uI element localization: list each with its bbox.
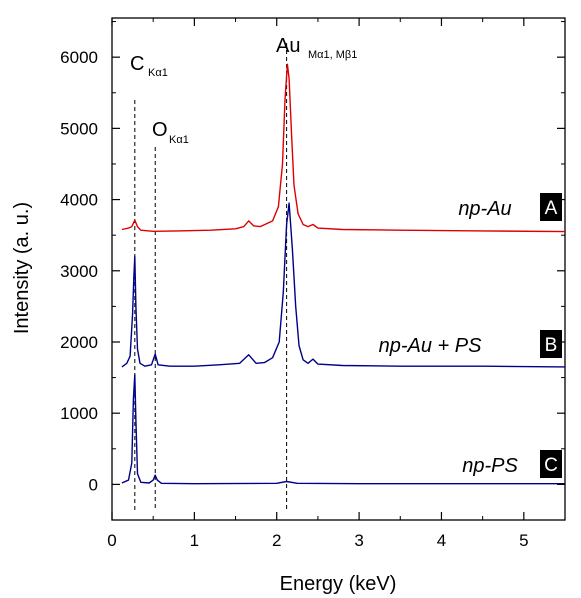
x-tick-label: 4	[437, 531, 446, 550]
x-axis-title: Energy (keV)	[280, 573, 397, 595]
y-tick-label: 5000	[60, 119, 98, 138]
annotation-o-main: O	[152, 119, 168, 141]
tick-labels: 0 1 2 3 4 5 0 1000 2000 3000 4000 5000 6000	[60, 48, 528, 550]
y-tick-label: 4000	[60, 191, 98, 210]
plot-frame	[111, 17, 566, 521]
x-tick-label: 3	[354, 531, 363, 550]
annotation-au-sub: Mα1, Mβ1	[308, 49, 357, 61]
plot-border	[111, 17, 566, 521]
series-labels: np-Au Anp-Au + PS Bnp-PS C	[379, 193, 562, 478]
series-badge-b	[540, 330, 562, 358]
annotation-o-sub: Kα1	[169, 134, 189, 146]
x-tick-label: 5	[519, 531, 528, 550]
y-tick-label: 2000	[60, 333, 98, 352]
y-tick-label: 0	[89, 475, 98, 494]
series-line-c	[121, 374, 565, 485]
series-badge-c	[540, 450, 562, 478]
annotation-c-sub: Kα1	[148, 67, 168, 79]
series-label-a: np-Au	[458, 198, 511, 220]
series-badge-text-a: A	[545, 198, 558, 219]
y-tick-label: 3000	[60, 262, 98, 281]
series-badge-text-b: B	[545, 335, 558, 356]
annotation-c-main: C	[130, 53, 144, 75]
series-line-a	[121, 63, 566, 233]
series-lines	[121, 63, 566, 485]
reference-lines	[134, 43, 288, 512]
series-badge-text-c: C	[544, 455, 558, 476]
y-tick-label: 6000	[60, 48, 98, 67]
x-tick-label: 2	[272, 531, 281, 550]
series-label-b: np-Au + PS	[379, 335, 483, 357]
x-tick-label: 1	[190, 531, 199, 550]
series-badge-a	[540, 193, 562, 221]
y-tick-label: 1000	[60, 404, 98, 423]
annotation-au-main: Au	[276, 35, 300, 57]
y-axis-title: Intensity (a. u.)	[11, 202, 33, 334]
axis-ticks	[111, 18, 565, 521]
series-label-c: np-PS	[462, 455, 518, 477]
x-tick-label: 0	[107, 531, 116, 550]
series-line-b	[121, 202, 566, 368]
